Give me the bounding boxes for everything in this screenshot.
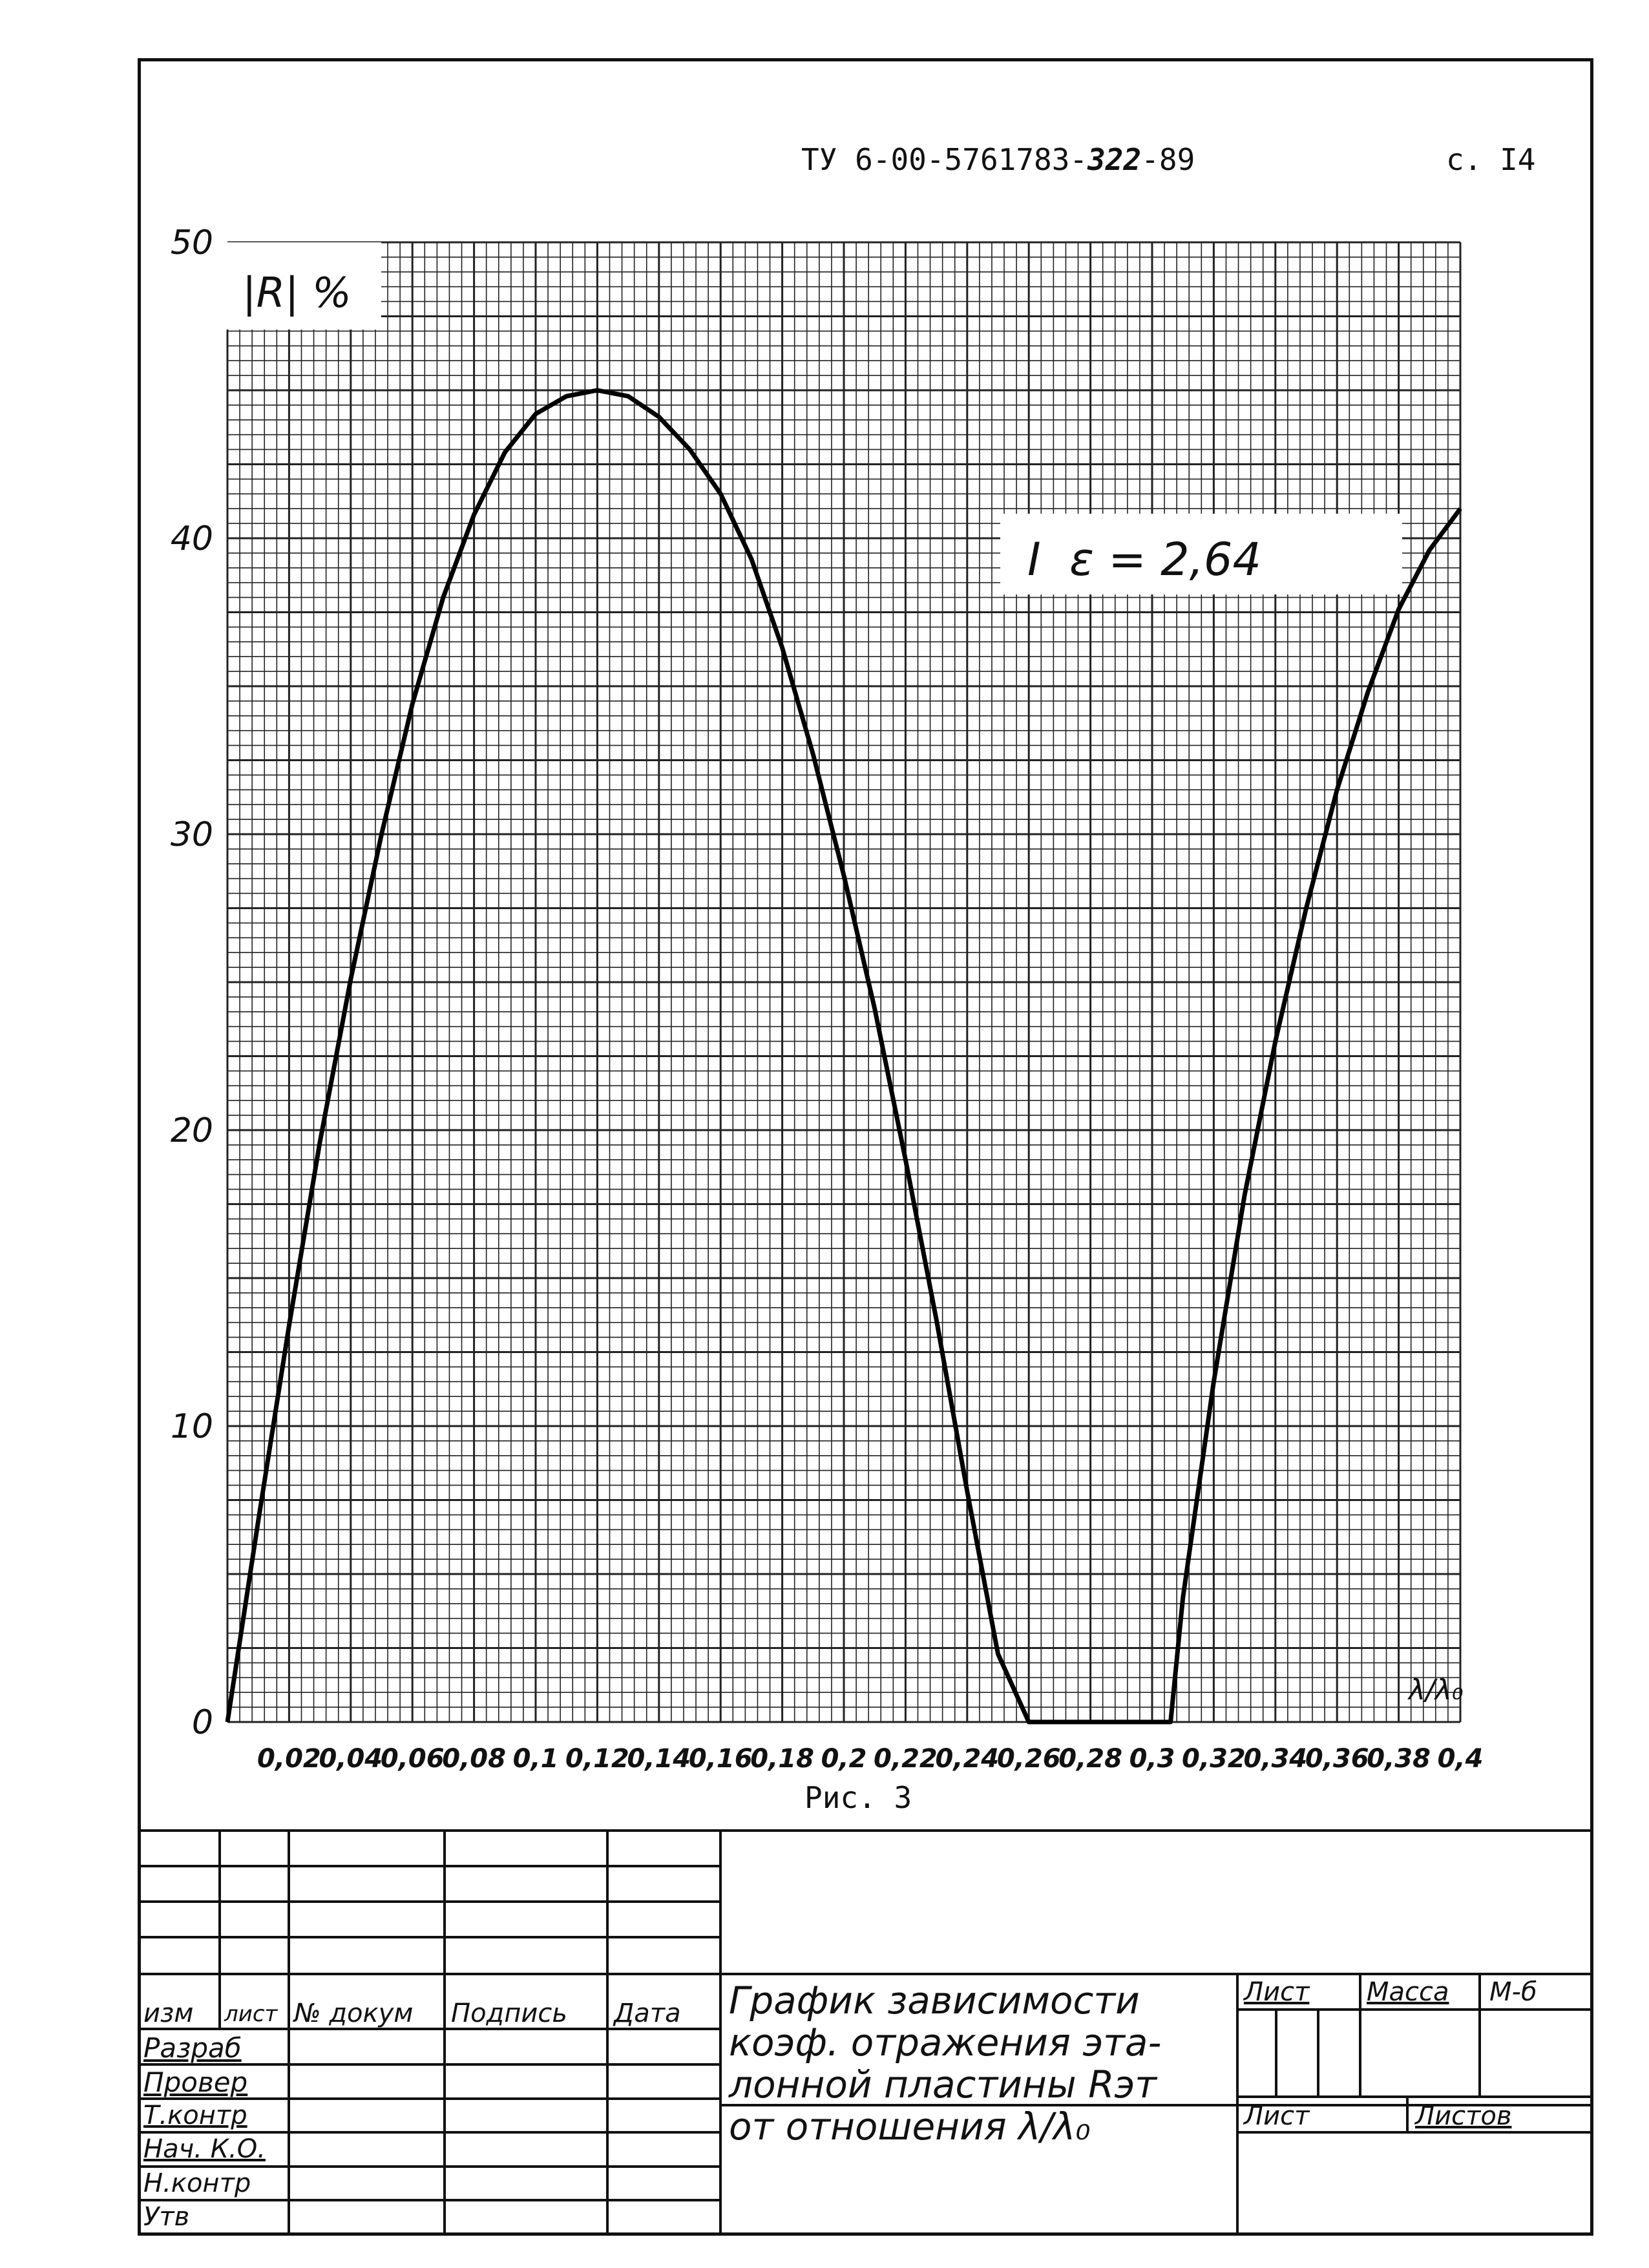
role-razrab: Разраб: [143, 2032, 242, 2064]
x-tick-label: 0,36: [1305, 1744, 1369, 1774]
y-tick-label: 30: [171, 815, 213, 854]
x-tick-label: 0,26: [997, 1744, 1061, 1774]
stamp-sheets-label: Листов: [1415, 2101, 1512, 2131]
x-axis-label: λ/λ₀: [1407, 1674, 1464, 1706]
x-tick-label: 0,12: [565, 1744, 629, 1774]
col-header-ndokum: № докум: [294, 1999, 414, 2028]
page-number: с. I4: [1446, 142, 1536, 177]
x-tick-label: 0,32: [1182, 1744, 1246, 1774]
drawing-title-line-3: лонной пластины Rэт: [729, 2063, 1157, 2106]
x-tick-label: 0,02: [257, 1744, 321, 1774]
x-tick-label: 0,4: [1438, 1744, 1484, 1774]
annotation-box: [1000, 514, 1402, 594]
x-tick-label: 0,1: [513, 1744, 559, 1774]
ylabel-box: [220, 242, 381, 330]
title-block-lines: [138, 1829, 1593, 2236]
x-tick-label: 0,38: [1367, 1744, 1431, 1774]
series-group: [225, 388, 1462, 1725]
x-tick-label: 0,34: [1243, 1744, 1307, 1774]
figure-caption: Рис. 3: [804, 1780, 912, 1815]
page-frame: [138, 58, 1593, 2236]
role-utv: Утв: [143, 2202, 190, 2232]
drawing-title-line-4: от отношения λ/λ₀: [729, 2105, 1091, 2148]
x-tick-label: 0,2: [821, 1744, 867, 1774]
drawing-title-line-1: График зависимости: [729, 1979, 1140, 2022]
col-header-list: лист: [224, 2001, 278, 2027]
series-line: [225, 388, 1462, 1725]
x-tick-label: 0,08: [442, 1744, 506, 1774]
y-tick-label: 50: [171, 224, 213, 262]
x-tick-label: 0,14: [627, 1744, 691, 1774]
stamp-list-label-2: Лист: [1244, 2101, 1310, 2131]
x-tick-labels: 0,020,040,060,08 0,1 0,120,140,160,18 0,2 0,…: [257, 1744, 1483, 1774]
x-tick-label: 0,22: [874, 1744, 938, 1774]
col-header-izm: изм: [143, 1999, 194, 2028]
x-tick-label: 0,28: [1058, 1744, 1122, 1774]
chart-annotation: I ε = 2,64: [1027, 533, 1261, 586]
role-tkontr: Т.контр: [143, 2101, 247, 2130]
grid-major: [226, 241, 1462, 1723]
col-header-podpis: Подпись: [451, 1999, 567, 2028]
col-header-data: Дата: [614, 1999, 681, 2028]
x-tick-label: 0,06: [381, 1744, 445, 1774]
stamp-mass-label: Масса: [1367, 1977, 1449, 2007]
drawing-title-line-2: коэф. отражения эта-: [729, 2021, 1162, 2064]
y-axis-label: |R| %: [242, 269, 352, 317]
role-nkontr: Н.контр: [143, 2168, 251, 2198]
role-prover: Провер: [143, 2066, 248, 2098]
y-tick-label: 20: [171, 1111, 213, 1150]
x-tick-label: 0,18: [750, 1744, 814, 1774]
stamp-scale-label: М-б: [1489, 1977, 1537, 2007]
y-tick-label: 0: [192, 1703, 213, 1742]
y-tick-label: 10: [171, 1407, 213, 1446]
stamp-list-label: Лист: [1244, 1977, 1310, 2007]
x-tick-label: 0,3: [1129, 1744, 1175, 1774]
document-code: ТУ 6-00-5761783-322-89: [801, 142, 1195, 177]
x-tick-label: 0,16: [689, 1744, 753, 1774]
y-tick-label: 40: [171, 520, 213, 558]
y-tick-labels: 0 10 20 30 40 50: [171, 224, 213, 1742]
role-nach-ko: Нач. К.О.: [143, 2134, 266, 2164]
x-tick-label: 0,24: [935, 1744, 999, 1774]
x-tick-label: 0,04: [319, 1744, 383, 1774]
